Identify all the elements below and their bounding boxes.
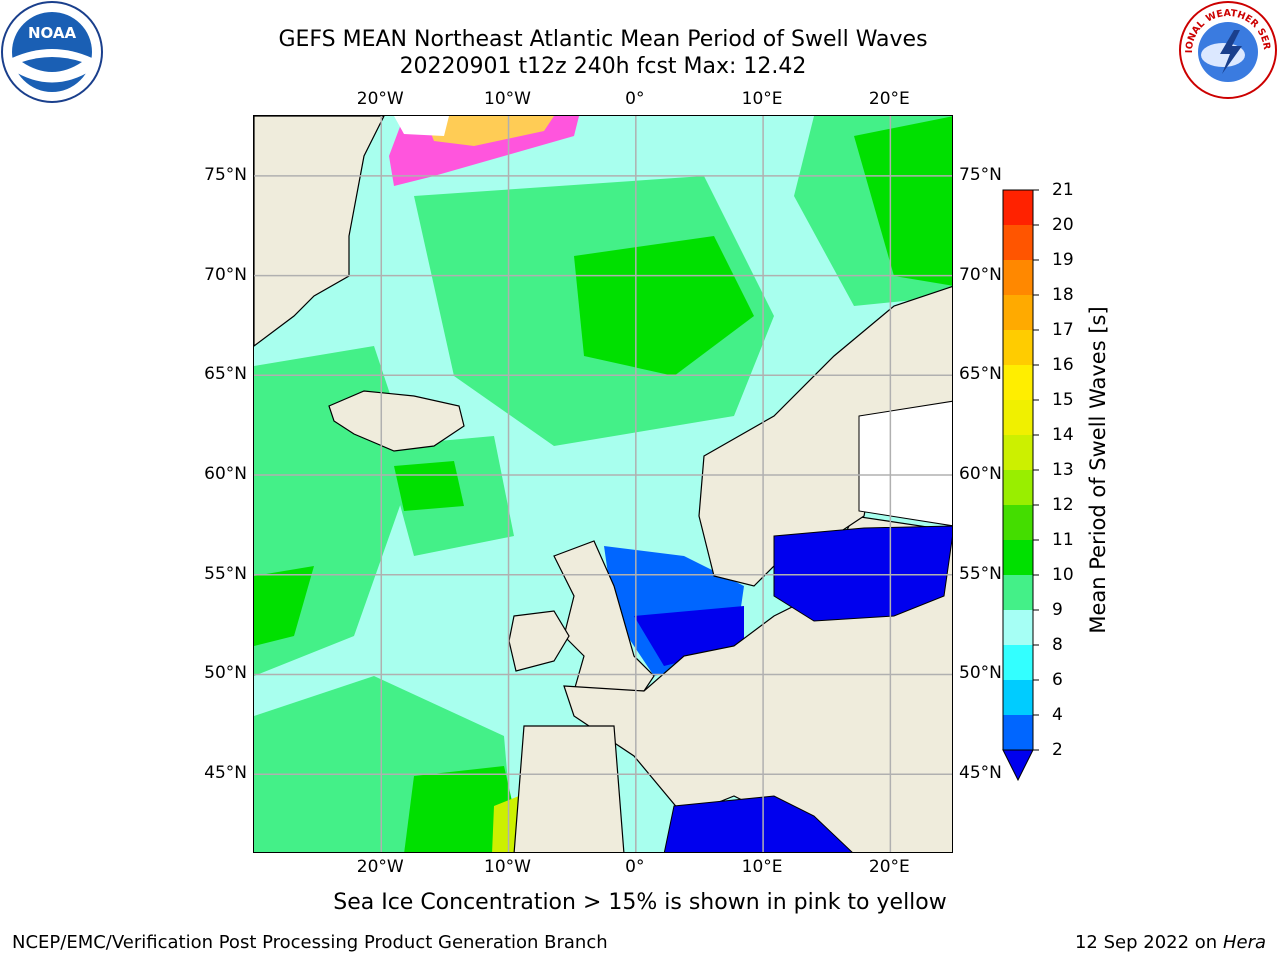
zone-10-11s	[574, 236, 754, 376]
lat-tick-label: 55°N	[204, 563, 247, 584]
colorbar-segment	[1003, 680, 1033, 715]
sea-ice	[394, 116, 449, 136]
colorbar-segment	[1003, 260, 1033, 295]
colorbar-tick-label: 2	[1052, 740, 1063, 760]
lat-tick-label: 70°N	[959, 264, 1002, 285]
lon-tick-label: 10°E	[741, 857, 783, 877]
lon-tick-label: 0°	[625, 857, 645, 877]
colorbar-tick-label: 6	[1052, 670, 1063, 690]
colorbar-segment	[1003, 295, 1033, 330]
colorbar-segment	[1003, 225, 1033, 260]
mediterranean-sea	[663, 795, 853, 852]
colorbar-tick-label: 12	[1052, 495, 1074, 515]
lat-tick-label: 70°N	[204, 264, 247, 285]
zone-10-11s	[254, 566, 314, 646]
iberia	[513, 725, 625, 852]
colorbar-segment	[1003, 505, 1033, 540]
colorbar-segment	[1003, 715, 1033, 750]
lon-tick-label: 20°E	[868, 857, 910, 877]
lat-tick-label: 60°N	[959, 464, 1002, 485]
colorbar-segment	[1003, 575, 1033, 610]
colorbar-tick-label: 18	[1052, 285, 1074, 305]
colorbar-tick-label: 14	[1052, 425, 1074, 445]
lon-tick-label: 10°E	[741, 89, 783, 109]
colorbar-tick-label: 17	[1052, 320, 1074, 340]
lon-tick-label: 20°W	[356, 89, 404, 109]
colorbar-segment	[1003, 400, 1033, 435]
nws-logo-icon: NATIONAL WEATHER SERVICE	[1178, 0, 1277, 99]
colorbar-tick-label: 13	[1052, 460, 1074, 480]
footer-credit: NCEP/EMC/Verification Post Processing Pr…	[12, 932, 608, 953]
colorbar-tick-label: 20	[1052, 215, 1074, 235]
swell-period-map	[254, 116, 952, 852]
lat-tick-label: 65°N	[204, 364, 247, 385]
lat-tick-label: 65°N	[959, 364, 1002, 385]
iceland	[328, 390, 465, 452]
lon-tick-label: 10°W	[484, 857, 532, 877]
lat-tick-label: 60°N	[204, 464, 247, 485]
colorbar-segment	[1003, 540, 1033, 575]
lon-tick-label: 10°W	[484, 89, 532, 109]
chart-title: GEFS MEAN Northeast Atlantic Mean Period…	[278, 27, 928, 52]
colorbar-segment	[1003, 190, 1033, 225]
gulf-of-bothnia	[858, 400, 952, 527]
colorbar-tick-label: 15	[1052, 390, 1074, 410]
footer-machine: Hera	[1222, 932, 1266, 953]
lat-tick-label: 50°N	[959, 663, 1002, 684]
colorbar-segment	[1003, 330, 1033, 365]
lon-tick-label: 20°W	[356, 857, 404, 877]
colorbar-segment	[1003, 645, 1033, 680]
lat-tick-label: 45°N	[204, 763, 247, 784]
lat-tick-label: 45°N	[959, 763, 1002, 784]
lon-tick-label: 0°	[625, 89, 645, 109]
colorbar-tick-label: 9	[1052, 600, 1063, 620]
colorbar-tick-label: 4	[1052, 705, 1063, 725]
footer-date: 12 Sep 2022 on Hera	[1075, 932, 1266, 953]
colorbar-title: Mean Period of Swell Waves [s]	[1086, 306, 1110, 634]
colorbar-segment	[1003, 610, 1033, 645]
chart-subtitle: 20220901 t12z 240h fcst Max: 12.42	[399, 54, 807, 79]
footer-date-text: 12 Sep 2022 on	[1074, 932, 1218, 953]
lat-tick-label: 75°N	[959, 164, 1002, 185]
colorbar-tick-label: 19	[1052, 250, 1074, 270]
sea-ice-note: Sea Ice Concentration > 15% is shown in …	[333, 890, 947, 915]
colorbar-segment	[1003, 470, 1033, 505]
colorbar	[1002, 189, 1039, 782]
graticule	[254, 116, 952, 852]
lat-tick-label: 55°N	[959, 563, 1002, 584]
lat-tick-label: 50°N	[204, 663, 247, 684]
noaa-logo-icon: NOAA	[1, 1, 103, 103]
sea-ice	[424, 116, 554, 146]
colorbar-tick-label: 21	[1052, 180, 1074, 200]
zone-10-11s	[854, 116, 952, 286]
colorbar-tick-label: 8	[1052, 635, 1063, 655]
colorbar-segment	[1003, 435, 1033, 470]
colorbar-tick-label: 16	[1052, 355, 1074, 375]
colorbar-extend-arrow	[1002, 749, 1034, 782]
lat-tick-label: 75°N	[204, 164, 247, 185]
colorbar-tick-label: 10	[1052, 565, 1074, 585]
colorbar-segment	[1003, 365, 1033, 400]
map-panel	[253, 115, 953, 853]
noaa-logo-text: NOAA	[28, 24, 77, 42]
colorbar-tick-label: 11	[1052, 530, 1074, 550]
baltic-sea	[773, 525, 952, 622]
zone-10-11s	[394, 461, 464, 511]
lon-tick-label: 20°E	[868, 89, 910, 109]
